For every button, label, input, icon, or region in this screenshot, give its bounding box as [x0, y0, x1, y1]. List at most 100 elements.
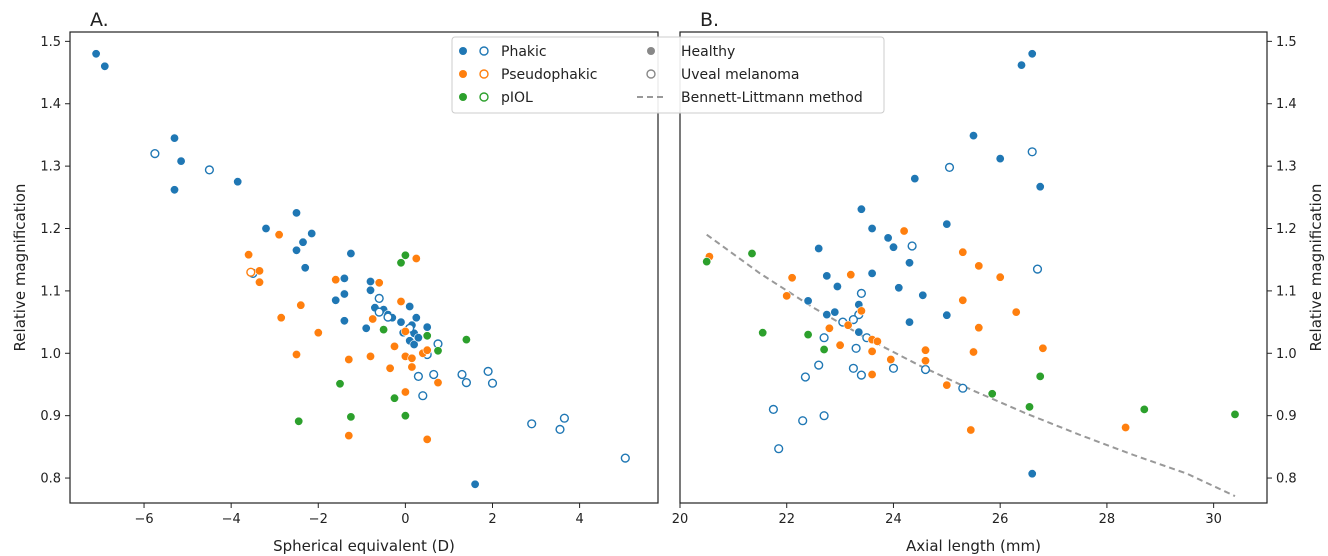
piol-healthy-point [433, 346, 443, 356]
x-tick-label: 2 [488, 512, 496, 527]
phakic-healthy-point [904, 258, 914, 268]
pseudophakic-healthy-point [313, 328, 323, 338]
bennett-littmann-line [706, 233, 1236, 498]
phakic-uveal-melanoma-point [429, 369, 439, 380]
phakic-healthy-point [365, 285, 375, 295]
phakic-healthy-point [918, 290, 928, 300]
y-tick-label: 1.0 [1276, 347, 1297, 362]
phakic-healthy-point [405, 301, 415, 311]
phakic-healthy-point [1027, 469, 1037, 479]
phakic-uveal-melanoma-point [856, 288, 867, 299]
y-tick-label: 1.3 [40, 160, 61, 175]
phakic-uveal-melanoma-point [383, 312, 393, 322]
x-tick-label: 24 [885, 512, 902, 527]
phakic-healthy-point [409, 339, 419, 349]
phakic-uveal-melanoma-point [483, 366, 493, 377]
phakic-healthy-point [814, 244, 824, 254]
x-tick-label: −2 [309, 512, 328, 527]
piol-healthy-point [389, 393, 399, 403]
phakic-uveal-melanoma-point [487, 378, 498, 388]
pseudophakic-healthy-point [846, 270, 856, 280]
piol-healthy-point [987, 389, 997, 399]
pseudophakic-healthy-point [255, 266, 265, 276]
legend-healthy-label: Healthy [681, 44, 735, 60]
phakic-healthy-point [803, 296, 813, 306]
phakic-uveal-melanoma-point [907, 241, 917, 251]
y-axis-label: Relative magnification [1307, 184, 1325, 352]
piol-healthy-point [400, 411, 410, 421]
phakic-healthy-point [291, 245, 301, 255]
pseudophakic-healthy-point [920, 356, 930, 366]
piol-healthy-point [819, 344, 829, 354]
pseudophakic-healthy-point [824, 323, 834, 333]
legend-phakic-filled-marker [459, 47, 467, 55]
piol-healthy-point [803, 330, 813, 340]
pseudophakic-healthy-point [856, 306, 866, 316]
y-tick-label: 1.4 [1276, 97, 1297, 112]
phakic-healthy-point [856, 204, 866, 214]
pseudophakic-healthy-point [389, 341, 399, 351]
legend-box [451, 36, 885, 114]
phakic-healthy-point [233, 177, 243, 187]
phakic-healthy-point [100, 61, 110, 71]
y-tick-label: 1.2 [40, 222, 61, 237]
piol-healthy-point [758, 328, 768, 338]
phakic-healthy-point [300, 263, 310, 273]
phakic-healthy-point [904, 317, 914, 327]
phakic-uveal-melanoma-point [958, 383, 968, 393]
piol-healthy-point [747, 249, 757, 259]
pseudophakic-healthy-point [843, 320, 853, 330]
pseudophakic-healthy-point [255, 277, 265, 287]
phakic-healthy-point [942, 310, 952, 320]
phakic-healthy-point [361, 323, 371, 333]
pseudophakic-healthy-point [344, 431, 354, 441]
pseudophakic-healthy-point [385, 363, 395, 373]
pseudophakic-healthy-point [974, 261, 984, 271]
phakic-healthy-point [422, 322, 432, 332]
pseudophakic-healthy-point [920, 345, 930, 355]
y-tick-label: 0.9 [40, 409, 61, 424]
phakic-healthy-point [1016, 60, 1026, 70]
phakic-uveal-melanoma-point [527, 419, 537, 429]
piol-healthy-point [1035, 371, 1045, 381]
x-tick-label: 4 [575, 512, 583, 527]
plot-frame [679, 31, 1268, 504]
piol-healthy-point [1230, 409, 1240, 419]
pseudophakic-healthy-point [407, 353, 417, 363]
pseudophakic-healthy-point [244, 250, 254, 260]
phakic-uveal-melanoma-point [768, 404, 779, 415]
y-tick-label: 1.1 [1276, 284, 1297, 299]
phakic-healthy-point [339, 316, 349, 326]
phakic-uveal-melanoma-point [461, 378, 472, 388]
x-tick-label: 30 [1205, 512, 1222, 527]
legend-pseudophakic-label: Pseudophakic [501, 67, 597, 83]
pseudophakic-healthy-point [958, 247, 968, 257]
x-tick-label: 26 [992, 512, 1009, 527]
pseudophakic-healthy-point [968, 347, 978, 357]
piol-healthy-point [1139, 404, 1149, 414]
x-tick-label: 28 [1099, 512, 1116, 527]
pseudophakic-healthy-point [974, 323, 984, 333]
phakic-healthy-point [176, 156, 186, 166]
phakic-uveal-melanoma-point [819, 411, 829, 421]
phakic-healthy-point [339, 289, 349, 299]
phakic-uveal-melanoma-point [418, 391, 428, 401]
phakic-healthy-point [883, 233, 893, 243]
y-tick-label: 1.5 [40, 35, 61, 50]
y-tick-label: 0.9 [1276, 409, 1297, 424]
phakic-healthy-point [298, 237, 308, 247]
legend-pseudophakic-open-marker [479, 69, 489, 79]
phakic-uveal-melanoma-point [204, 165, 215, 175]
phakic-healthy-point [854, 327, 864, 337]
x-tick-label: −4 [222, 512, 241, 527]
phakic-healthy-point [470, 479, 480, 489]
x-tick-label: 0 [401, 512, 409, 527]
x-tick-label: −6 [134, 512, 153, 527]
pseudophakic-healthy-point [1121, 422, 1131, 432]
pseudophakic-healthy-point [995, 272, 1005, 282]
pseudophakic-healthy-point [396, 296, 406, 306]
phakic-healthy-point [888, 242, 898, 252]
phakic-healthy-point [867, 224, 877, 234]
plot-frame [69, 31, 659, 504]
piol-healthy-point [379, 325, 389, 335]
